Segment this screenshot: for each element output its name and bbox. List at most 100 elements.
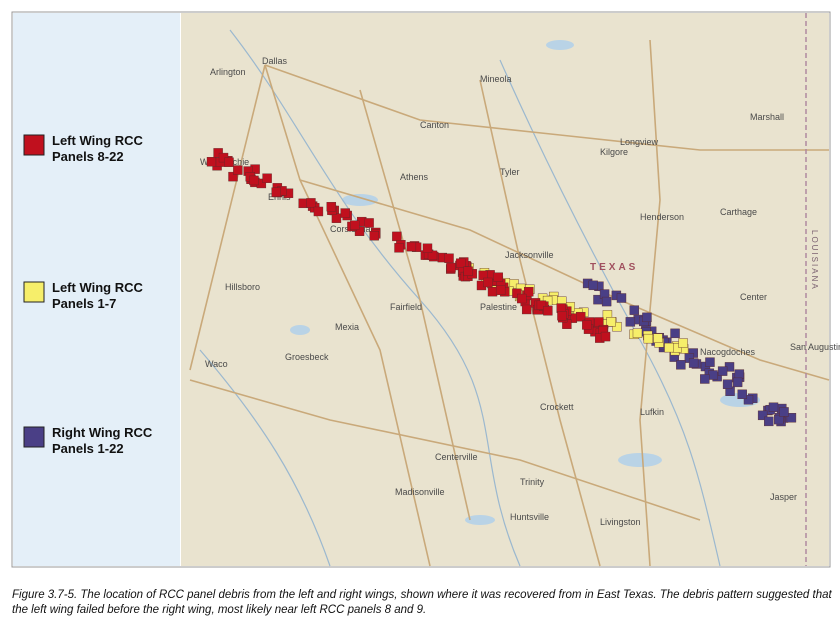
map-label: Canton (420, 120, 449, 130)
debris-square (446, 262, 456, 273)
debris-square (487, 286, 498, 297)
debris-square (521, 304, 532, 315)
debris-square (642, 312, 652, 323)
map-label: Groesbeck (285, 352, 329, 362)
debris-square (670, 328, 680, 339)
debris-square (427, 250, 438, 261)
map-label: TEXAS (590, 262, 638, 273)
map-label: LOUISIANA (810, 230, 819, 291)
debris-square (676, 360, 686, 370)
debris-square (340, 208, 350, 218)
debris-square (369, 231, 379, 241)
map-figure: DallasArlingtonWaxahachieEnnisCorsicanaA… (11, 11, 840, 568)
debris-square (262, 173, 272, 183)
debris-square (678, 338, 688, 348)
map-label: Tyler (500, 167, 520, 177)
map-label: Carthage (720, 207, 757, 217)
debris-square (708, 370, 718, 380)
debris-square (517, 293, 527, 304)
legend-label: Panels 8-22 (52, 149, 124, 164)
map-label: Center (740, 292, 767, 302)
debris-square (350, 220, 360, 230)
debris-square (705, 357, 715, 367)
map-label: Athens (400, 172, 429, 182)
map-label: Henderson (640, 212, 684, 222)
debris-square (768, 402, 779, 412)
debris-square (406, 241, 417, 252)
map-label: Hillsboro (225, 282, 260, 292)
legend-label: Left Wing RCC (52, 133, 143, 148)
debris-square (271, 187, 281, 197)
debris-square (786, 413, 797, 423)
debris-square (653, 333, 663, 343)
debris-square (536, 300, 547, 310)
debris-square (632, 328, 643, 338)
debris-square (512, 288, 522, 299)
map-label: Crockett (540, 402, 574, 412)
map-label: Waco (205, 359, 228, 369)
debris-square (722, 379, 733, 389)
debris-square (588, 280, 598, 291)
map-label: Marshall (750, 112, 784, 122)
debris-square (732, 377, 743, 388)
debris-square (354, 226, 365, 236)
map-label: Lufkin (640, 407, 664, 417)
frame (11, 11, 831, 568)
legend-label: Left Wing RCC (52, 280, 143, 295)
debris-square (228, 171, 238, 182)
map-label: Mineola (480, 74, 512, 84)
debris-square (364, 218, 374, 228)
map-label: Arlington (210, 67, 246, 77)
debris-square (616, 293, 627, 303)
debris-square (313, 206, 324, 217)
legend-label: Panels 1-7 (52, 296, 116, 311)
debris-square (629, 305, 640, 315)
map-label: Madisonville (395, 487, 445, 497)
map-label: San Augustine (790, 342, 840, 352)
debris-square (582, 320, 592, 330)
debris-square (700, 374, 710, 384)
debris-square (612, 321, 622, 332)
legend-label: Right Wing RCC (52, 425, 153, 440)
debris-square (664, 342, 674, 353)
map-label: Nacogdoches (700, 347, 756, 357)
debris-square (557, 311, 567, 321)
debris-square (422, 243, 433, 253)
debris-square (625, 317, 636, 327)
map-label: Mexia (335, 322, 359, 332)
debris-square (601, 296, 612, 307)
debris-square (779, 407, 789, 417)
debris-square (743, 395, 754, 405)
legend-swatch (23, 134, 45, 156)
debris-square (463, 266, 473, 276)
map-label: Trinity (520, 477, 545, 487)
debris-square (757, 410, 768, 421)
debris-square (495, 285, 506, 295)
debris-square (737, 389, 747, 400)
debris-square (456, 258, 466, 268)
map-label: Kilgore (600, 147, 628, 157)
map-label: Dallas (262, 56, 288, 66)
debris-square (606, 317, 616, 327)
debris-square (688, 358, 699, 368)
debris-square (331, 213, 342, 223)
caption: Figure 3.7-5. The location of RCC panel … (12, 589, 832, 616)
legend-label: Panels 1-22 (52, 441, 124, 456)
debris-square (249, 175, 259, 186)
debris-square (764, 416, 774, 427)
debris-square (543, 306, 553, 316)
debris-square (224, 157, 234, 167)
debris-square (717, 366, 728, 376)
debris-square (394, 243, 404, 253)
legend-swatch (23, 426, 45, 448)
map-label: Jasper (770, 492, 797, 502)
debris-square (643, 333, 654, 344)
map-label: Longview (620, 137, 659, 147)
debris-square (734, 369, 745, 379)
debris-square (306, 198, 316, 208)
map-label: Livingston (600, 517, 641, 527)
map-label: Huntsville (510, 512, 549, 522)
debris-square (576, 311, 586, 322)
debris-square (206, 157, 217, 167)
legend-swatch (23, 281, 45, 303)
